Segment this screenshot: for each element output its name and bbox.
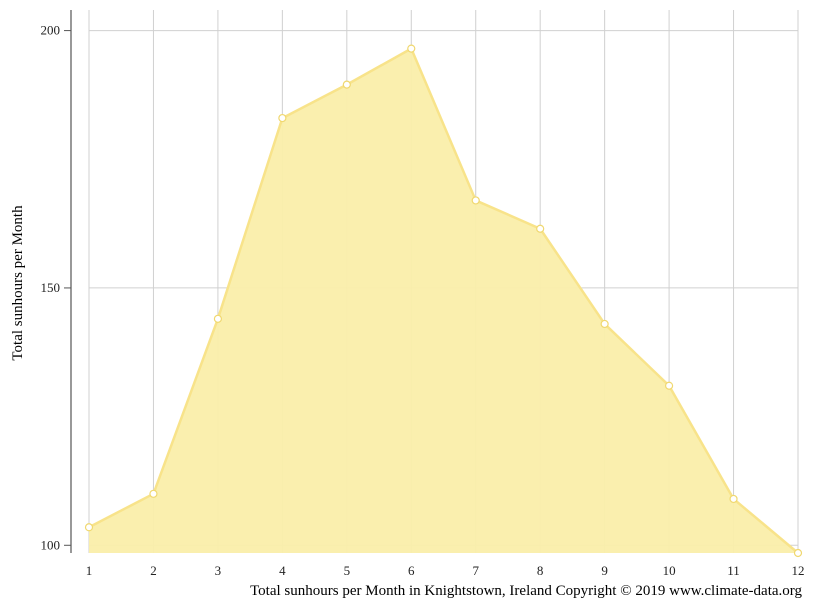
x-tick-label-1: 1 [86,563,93,578]
x-tick-label-3: 3 [215,563,222,578]
data-point-7[interactable] [471,196,480,205]
y-tick-label-150: 150 [41,280,61,295]
y-axis-label: Total sunhours per Month [10,205,26,361]
area-fill [89,48,798,553]
data-point-2[interactable] [149,489,158,498]
x-tick-label-9: 9 [601,563,608,578]
data-point-9[interactable] [600,319,609,329]
x-tick-label-11: 11 [727,563,740,578]
y-tick-label-200: 200 [41,23,61,38]
data-points [84,44,803,558]
data-point-6[interactable] [407,44,416,53]
x-tick-labels: 1 2 3 4 5 6 7 8 9 10 11 12 [86,563,805,578]
x-tick-label-6: 6 [408,563,415,578]
axes [64,10,72,553]
data-point-5[interactable] [342,80,351,89]
data-point-10[interactable] [664,381,674,390]
data-point-1[interactable] [84,523,94,532]
data-point-8[interactable] [536,224,545,233]
y-tick-label-100: 100 [41,537,61,552]
x-tick-label-12: 12 [792,563,805,578]
area-layer [88,47,799,554]
chart-caption: Total sunhours per Month in Knightstown,… [250,583,802,599]
x-tick-label-7: 7 [472,563,479,578]
x-tick-label-2: 2 [150,563,157,578]
data-point-12[interactable] [793,548,803,558]
data-point-11[interactable] [729,494,738,504]
x-tick-label-5: 5 [344,563,351,578]
y-tick-labels: 100 150 200 [41,23,61,553]
x-tick-label-8: 8 [537,563,544,578]
x-tick-label-4: 4 [279,563,286,578]
x-tick-label-10: 10 [663,563,676,578]
data-point-3[interactable] [213,314,223,323]
series-line [88,47,799,554]
data-point-4[interactable] [278,113,287,123]
